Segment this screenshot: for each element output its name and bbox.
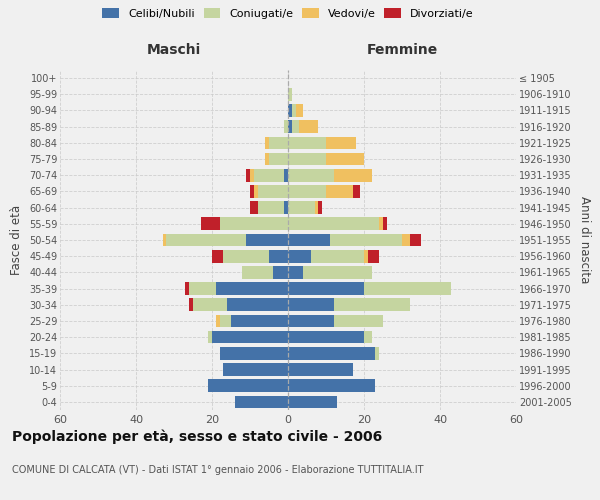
- Bar: [314, 202, 319, 214]
- Bar: [296, 104, 303, 117]
- Bar: [193, 298, 227, 311]
- Bar: [189, 298, 193, 311]
- Bar: [231, 314, 288, 328]
- Bar: [288, 88, 292, 101]
- Bar: [288, 331, 364, 344]
- Bar: [284, 202, 288, 214]
- Bar: [288, 380, 376, 392]
- Bar: [254, 185, 257, 198]
- Bar: [288, 152, 326, 166]
- Bar: [216, 282, 288, 295]
- Bar: [402, 234, 410, 246]
- Bar: [216, 314, 220, 328]
- Bar: [166, 234, 246, 246]
- Bar: [319, 202, 322, 214]
- Bar: [368, 250, 379, 262]
- Bar: [212, 250, 223, 262]
- Text: Maschi: Maschi: [147, 43, 201, 57]
- Bar: [189, 282, 216, 295]
- Text: Popolazione per età, sesso e stato civile - 2006: Popolazione per età, sesso e stato civil…: [12, 430, 382, 444]
- Bar: [326, 185, 353, 198]
- Bar: [242, 266, 273, 278]
- Bar: [265, 152, 269, 166]
- Bar: [269, 250, 288, 262]
- Bar: [246, 169, 250, 181]
- Bar: [284, 120, 288, 133]
- Bar: [223, 363, 288, 376]
- Bar: [299, 120, 319, 133]
- Bar: [257, 202, 284, 214]
- Bar: [288, 120, 292, 133]
- Bar: [292, 104, 296, 117]
- Bar: [379, 218, 383, 230]
- Bar: [334, 314, 383, 328]
- Legend: Celibi/Nubili, Coniugati/e, Vedovi/e, Divorziati/e: Celibi/Nubili, Coniugati/e, Vedovi/e, Di…: [103, 8, 473, 19]
- Bar: [326, 152, 364, 166]
- Bar: [220, 314, 231, 328]
- Bar: [257, 185, 288, 198]
- Bar: [288, 363, 353, 376]
- Bar: [265, 136, 269, 149]
- Bar: [410, 234, 421, 246]
- Bar: [220, 218, 288, 230]
- Bar: [163, 234, 166, 246]
- Bar: [353, 185, 360, 198]
- Bar: [288, 396, 337, 408]
- Bar: [288, 282, 364, 295]
- Bar: [288, 185, 326, 198]
- Bar: [364, 331, 371, 344]
- Bar: [364, 250, 368, 262]
- Bar: [364, 282, 451, 295]
- Bar: [288, 169, 334, 181]
- Bar: [288, 136, 326, 149]
- Bar: [326, 136, 356, 149]
- Bar: [303, 266, 371, 278]
- Y-axis label: Fasce di età: Fasce di età: [10, 205, 23, 275]
- Bar: [288, 234, 330, 246]
- Bar: [288, 250, 311, 262]
- Bar: [208, 331, 212, 344]
- Bar: [330, 234, 402, 246]
- Bar: [334, 298, 410, 311]
- Bar: [288, 104, 292, 117]
- Bar: [288, 202, 314, 214]
- Bar: [311, 250, 364, 262]
- Bar: [376, 347, 379, 360]
- Bar: [227, 298, 288, 311]
- Bar: [334, 169, 371, 181]
- Bar: [250, 185, 254, 198]
- Bar: [250, 169, 254, 181]
- Bar: [383, 218, 387, 230]
- Bar: [288, 266, 303, 278]
- Bar: [269, 136, 288, 149]
- Bar: [250, 202, 257, 214]
- Text: COMUNE DI CALCATA (VT) - Dati ISTAT 1° gennaio 2006 - Elaborazione TUTTITALIA.IT: COMUNE DI CALCATA (VT) - Dati ISTAT 1° g…: [12, 465, 424, 475]
- Bar: [185, 282, 189, 295]
- Y-axis label: Anni di nascita: Anni di nascita: [578, 196, 591, 284]
- Bar: [208, 380, 288, 392]
- Bar: [200, 218, 220, 230]
- Bar: [269, 152, 288, 166]
- Text: Femmine: Femmine: [367, 43, 437, 57]
- Bar: [288, 314, 334, 328]
- Bar: [212, 331, 288, 344]
- Bar: [284, 169, 288, 181]
- Bar: [288, 347, 376, 360]
- Bar: [292, 120, 299, 133]
- Bar: [273, 266, 288, 278]
- Bar: [288, 298, 334, 311]
- Bar: [235, 396, 288, 408]
- Bar: [246, 234, 288, 246]
- Bar: [223, 250, 269, 262]
- Bar: [288, 218, 379, 230]
- Bar: [220, 347, 288, 360]
- Bar: [254, 169, 284, 181]
